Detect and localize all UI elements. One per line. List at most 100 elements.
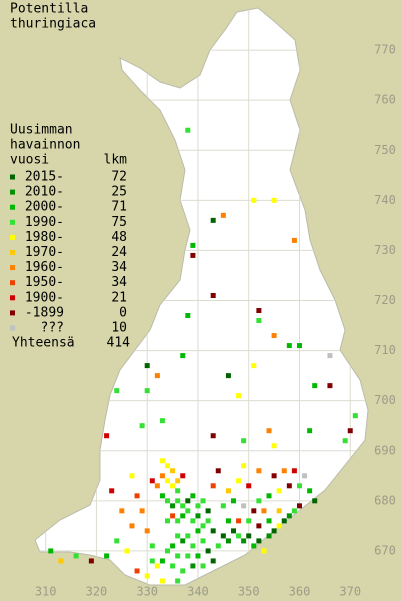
grid-square <box>236 518 242 524</box>
grid-square <box>190 518 196 524</box>
y-tick-label: 690 <box>374 443 396 457</box>
grid-square <box>256 308 262 314</box>
legend-count: 0 <box>119 305 127 320</box>
legend-swatch <box>10 265 15 271</box>
grid-square <box>185 313 191 319</box>
grid-square <box>149 558 155 564</box>
legend-count: 34 <box>111 275 127 290</box>
grid-square <box>266 533 272 539</box>
grid-square <box>165 518 171 524</box>
grid-square <box>139 508 145 514</box>
grid-square <box>114 388 120 394</box>
y-tick-label: 720 <box>374 293 396 307</box>
grid-square <box>185 533 191 539</box>
grid-square <box>256 318 262 324</box>
legend-header: vuosi <box>10 153 49 168</box>
legend: 310 320 330 340 350 360 3706706806907007107207… <box>10 2 396 599</box>
legend-header: Uusimman <box>10 123 73 138</box>
grid-square <box>225 518 231 524</box>
grid-square <box>185 553 191 559</box>
grid-square <box>159 458 165 464</box>
grid-square <box>302 473 308 479</box>
grid-square <box>220 533 226 539</box>
grid-square <box>205 548 211 554</box>
legend-swatch <box>10 174 15 180</box>
grid-square <box>225 538 231 544</box>
legend-label: -1899 <box>25 305 64 320</box>
grid-square <box>200 538 206 544</box>
grid-square <box>139 423 145 429</box>
grid-square <box>190 563 196 569</box>
grid-square <box>286 343 292 349</box>
grid-square <box>144 573 150 579</box>
grid-square <box>236 533 242 539</box>
legend-count: 72 <box>111 170 127 185</box>
grid-square <box>180 473 186 479</box>
grid-square <box>241 538 247 544</box>
legend-count: 75 <box>111 215 127 230</box>
grid-square <box>175 518 181 524</box>
grid-square <box>276 508 282 514</box>
grid-square <box>165 548 171 554</box>
grid-square <box>225 488 231 494</box>
grid-square <box>190 242 196 248</box>
legend-count: 34 <box>111 260 127 275</box>
legend-label: 2010- <box>25 185 64 200</box>
grid-square <box>271 443 277 449</box>
grid-square <box>175 478 181 484</box>
grid-square <box>215 468 221 474</box>
grid-square <box>175 533 181 539</box>
grid-square <box>342 438 348 444</box>
grid-square <box>144 388 150 394</box>
grid-square <box>73 553 79 559</box>
grid-square <box>154 563 160 569</box>
grid-square <box>195 553 201 559</box>
grid-square <box>205 508 211 514</box>
observations <box>48 127 358 584</box>
grid-square <box>347 428 353 434</box>
grid-square <box>200 563 206 569</box>
grid-square <box>134 568 140 574</box>
legend-swatch <box>10 234 15 240</box>
grid-square <box>190 493 196 499</box>
grid-square <box>251 508 257 514</box>
grid-square <box>312 383 318 389</box>
grid-square <box>256 523 262 529</box>
legend-label: ??? <box>41 321 64 336</box>
grid-square <box>170 483 176 489</box>
grid-square <box>286 483 292 489</box>
grid-square <box>134 493 140 499</box>
grid-square <box>286 513 292 519</box>
legend-count: 24 <box>111 245 127 260</box>
grid-square <box>271 528 277 534</box>
grid-square <box>159 473 165 479</box>
grid-square <box>230 528 236 534</box>
grid-square <box>144 528 150 534</box>
grid-square <box>296 503 302 509</box>
legend-count: 48 <box>111 230 127 245</box>
grid-square <box>200 523 206 529</box>
grid-square <box>261 508 267 514</box>
x-tick-label: 370 <box>339 585 361 599</box>
grid-square <box>180 513 186 519</box>
grid-square <box>251 543 257 549</box>
grid-square <box>88 558 94 564</box>
grid-square <box>215 543 221 549</box>
grid-square <box>352 413 358 419</box>
y-tick-label: 680 <box>374 493 396 507</box>
legend-label: 1970- <box>25 245 64 260</box>
title: Potentilla <box>10 2 88 17</box>
legend-swatch <box>10 204 15 210</box>
x-tick-label: 320 <box>86 585 108 599</box>
legend-count: 71 <box>111 200 127 215</box>
grid-square <box>271 197 277 203</box>
grid-square <box>165 478 171 484</box>
legend-swatch <box>10 280 15 286</box>
grid-square <box>195 528 201 534</box>
grid-square <box>104 433 110 439</box>
grid-square <box>180 353 186 359</box>
grid-square <box>296 483 302 489</box>
grid-square <box>48 548 54 554</box>
grid-square <box>195 503 201 509</box>
